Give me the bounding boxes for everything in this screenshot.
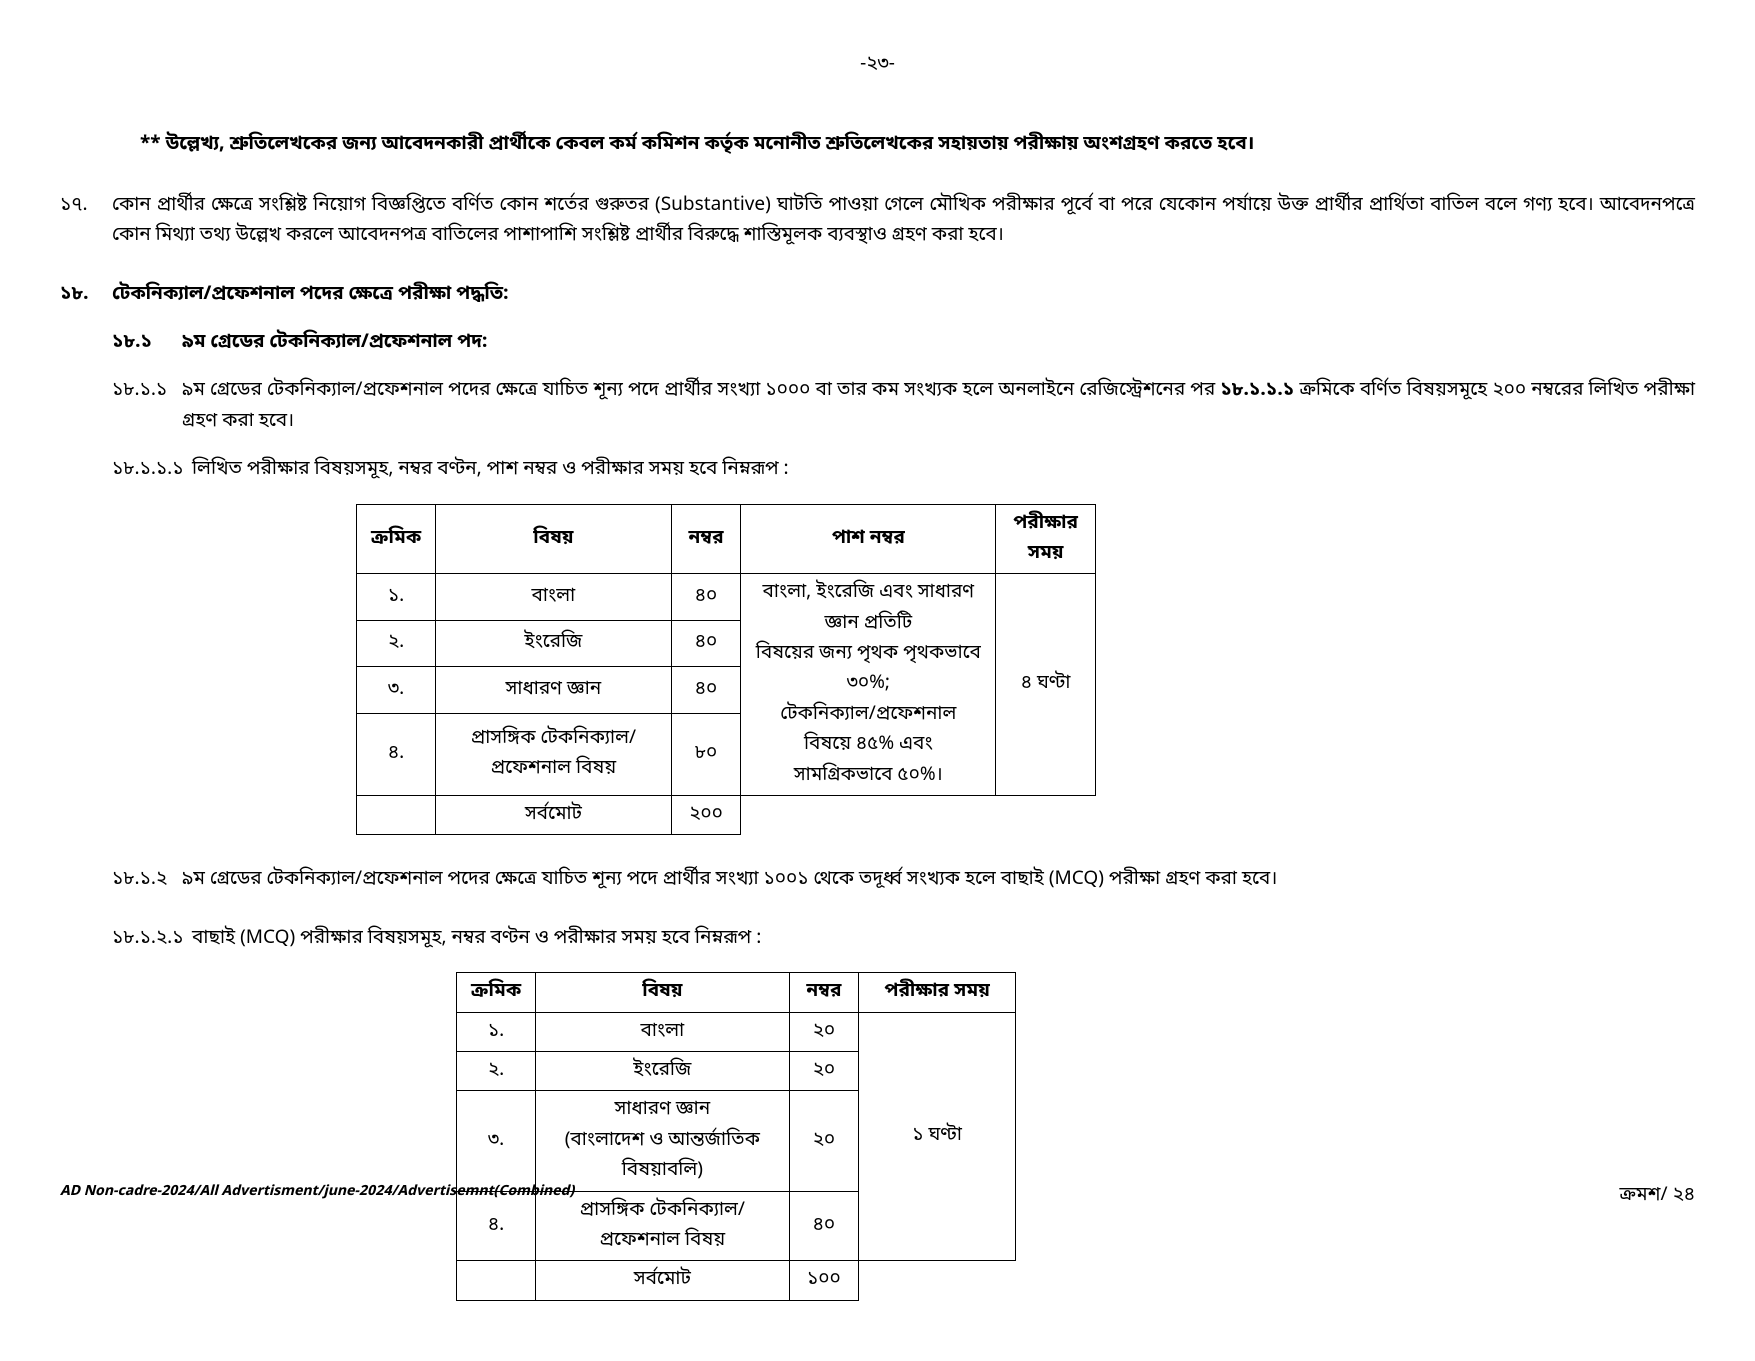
cell-marks: ২০ xyxy=(789,1051,859,1090)
cell-subject: ইংরেজি xyxy=(536,1051,789,1090)
cell-time: ১ ঘণ্টা xyxy=(859,1012,1016,1261)
table-header-row: ক্রমিক বিষয় নম্বর পাশ নম্বর পরীক্ষার সম… xyxy=(357,504,1096,574)
th-time: পরীক্ষার সময় xyxy=(859,973,1016,1012)
cell-subject: বাংলা xyxy=(436,574,671,620)
table-row: ১. বাংলা ৪০ বাংলা, ইংরেজি এবং সাধারণ জ্ঞ… xyxy=(357,574,1096,620)
cell-empty xyxy=(996,796,1096,835)
th-sl: ক্রমিক xyxy=(357,504,436,574)
clause-18-1-2-1-num: ১৮.১.২.১ xyxy=(112,924,192,954)
cell-empty xyxy=(859,1261,1016,1300)
th-time: পরীক্ষার সময় xyxy=(996,504,1096,574)
pass-l2: বিষয়ের জন্য পৃথক পৃথকভাবে ৩০%; xyxy=(756,641,981,696)
cell-marks: ৪০ xyxy=(671,574,741,620)
cell-sl: ১. xyxy=(357,574,436,620)
cell-subject: প্রাসঙ্গিক টেকনিক্যাল/প্রফেশনাল বিষয় xyxy=(436,713,671,795)
clause-18-1-2-body: ৯ম গ্রেডের টেকনিক্যাল/প্রফেশনাল পদের ক্ষ… xyxy=(182,865,1695,895)
clause-18-1-1-num: ১৮.১.১ xyxy=(112,376,182,437)
cell-empty xyxy=(457,1261,536,1300)
clause-18-1-1: ১৮.১.১ ৯ম গ্রেডের টেকনিক্যাল/প্রফেশনাল প… xyxy=(112,376,1695,437)
clause-17: ১৭. কোন প্রার্থীর ক্ষেত্রে সংশ্লিষ্ট নিয… xyxy=(60,191,1695,252)
table-header-row: ক্রমিক বিষয় নম্বর পরীক্ষার সময় xyxy=(457,973,1016,1012)
pass-l4: সামগ্রিকভাবে ৫০%। xyxy=(794,763,943,788)
th-subject: বিষয় xyxy=(536,973,789,1012)
cell-subject: ইংরেজি xyxy=(436,620,671,666)
page-number: -২৩- xyxy=(60,50,1695,80)
footer-continued: ক্রমশ/ ২৪ xyxy=(1620,1181,1695,1211)
cell-marks: ৮০ xyxy=(671,713,741,795)
clause-18-1-1-1-body: লিখিত পরীক্ষার বিষয়সমূহ, নম্বর বণ্টন, প… xyxy=(192,455,1695,485)
th-subject: বিষয় xyxy=(436,504,671,574)
cell-sl: ২. xyxy=(357,620,436,666)
clause-18-1-2: ১৮.১.২ ৯ম গ্রেডের টেকনিক্যাল/প্রফেশনাল প… xyxy=(112,865,1695,895)
cell-empty xyxy=(357,796,436,835)
clause-18-1-2-num: ১৮.১.২ xyxy=(112,865,182,895)
cell-total-label: সর্বমোট xyxy=(536,1261,789,1300)
clause-18-num: ১৮. xyxy=(60,280,112,310)
table-row: ১. বাংলা ২০ ১ ঘণ্টা xyxy=(457,1012,1016,1051)
th-pass: পাশ নম্বর xyxy=(741,504,996,574)
cell-subject: সাধারণ জ্ঞান (বাংলাদেশ ও আন্তর্জাতিক বিষ… xyxy=(536,1091,789,1191)
clause-18-1-1-body: ৯ম গ্রেডের টেকনিক্যাল/প্রফেশনাল পদের ক্ষ… xyxy=(182,376,1695,437)
clause-18-1-1-1-num: ১৮.১.১.১ xyxy=(112,455,192,485)
clause-18-1-num: ১৮.১ xyxy=(112,328,182,358)
footer-path: AD Non-cadre-2024/All Advertisment/june-… xyxy=(60,1181,574,1211)
clause-17-body: কোন প্রার্থীর ক্ষেত্রে সংশ্লিষ্ট নিয়োগ … xyxy=(112,191,1695,252)
subj-l2: (বাংলাদেশ ও আন্তর্জাতিক বিষয়াবলি) xyxy=(565,1128,760,1183)
clause-18-1-2-1-body: বাছাই (MCQ) পরীক্ষার বিষয়সমূহ, নম্বর বণ… xyxy=(192,924,1695,954)
th-sl: ক্রমিক xyxy=(457,973,536,1012)
th-marks: নম্বর xyxy=(789,973,859,1012)
clause-18-1-1-text-a: ৯ম গ্রেডের টেকনিক্যাল/প্রফেশনাল পদের ক্ষ… xyxy=(182,378,1220,403)
cell-sl: ৩. xyxy=(457,1091,536,1191)
cell-pass: বাংলা, ইংরেজি এবং সাধারণ জ্ঞান প্রতিটি ব… xyxy=(741,574,996,796)
clause-18-title: টেকনিক্যাল/প্রফেশনাল পদের ক্ষেত্রে পরীক্… xyxy=(112,280,1695,310)
cell-empty xyxy=(741,796,996,835)
cell-sl: ১. xyxy=(457,1012,536,1051)
clause-18-1-title: ৯ম গ্রেডের টেকনিক্যাল/প্রফেশনাল পদ: xyxy=(182,328,1695,358)
clause-18-1: ১৮.১ ৯ম গ্রেডের টেকনিক্যাল/প্রফেশনাল পদ: xyxy=(112,328,1695,358)
footer: AD Non-cadre-2024/All Advertisment/june-… xyxy=(60,1181,1695,1211)
cell-time: ৪ ঘণ্টা xyxy=(996,574,1096,796)
cell-marks: ৪০ xyxy=(671,667,741,713)
cell-sl: ৩. xyxy=(357,667,436,713)
pass-l1: বাংলা, ইংরেজি এবং সাধারণ জ্ঞান প্রতিটি xyxy=(763,580,975,635)
cell-total-marks: ১০০ xyxy=(789,1261,859,1300)
clause-17-num: ১৭. xyxy=(60,191,112,252)
written-exam-table: ক্রমিক বিষয় নম্বর পাশ নম্বর পরীক্ষার সম… xyxy=(356,504,1096,836)
th-marks: নম্বর xyxy=(671,504,741,574)
pass-l3: টেকনিক্যাল/প্রফেশনাল বিষয়ে ৪৫% এবং xyxy=(780,702,956,757)
cell-marks: ৪০ xyxy=(671,620,741,666)
scribe-note: ** উল্লেখ্য, শ্রুতিলেখকের জন্য আবেদনকারী… xyxy=(140,130,1615,160)
table-total-row: সর্বমোট ২০০ xyxy=(357,796,1096,835)
cell-sl: ২. xyxy=(457,1051,536,1090)
cell-total-marks: ২০০ xyxy=(671,796,741,835)
clause-18-1-1-bold: ১৮.১.১.১ xyxy=(1220,378,1294,403)
clause-18: ১৮. টেকনিক্যাল/প্রফেশনাল পদের ক্ষেত্রে প… xyxy=(60,280,1695,310)
clause-18-1-2-1: ১৮.১.২.১ বাছাই (MCQ) পরীক্ষার বিষয়সমূহ,… xyxy=(112,924,1695,954)
cell-sl: ৪. xyxy=(357,713,436,795)
clause-18-1-1-1: ১৮.১.১.১ লিখিত পরীক্ষার বিষয়সমূহ, নম্বর… xyxy=(112,455,1695,485)
mcq-exam-table: ক্রমিক বিষয় নম্বর পরীক্ষার সময় ১. বাংল… xyxy=(456,972,1016,1301)
cell-total-label: সর্বমোট xyxy=(436,796,671,835)
subj-l1: সাধারণ জ্ঞান xyxy=(615,1097,711,1122)
cell-subject: বাংলা xyxy=(536,1012,789,1051)
cell-marks: ২০ xyxy=(789,1012,859,1051)
cell-marks: ২০ xyxy=(789,1091,859,1191)
table-total-row: সর্বমোট ১০০ xyxy=(457,1261,1016,1300)
cell-subject: সাধারণ জ্ঞান xyxy=(436,667,671,713)
